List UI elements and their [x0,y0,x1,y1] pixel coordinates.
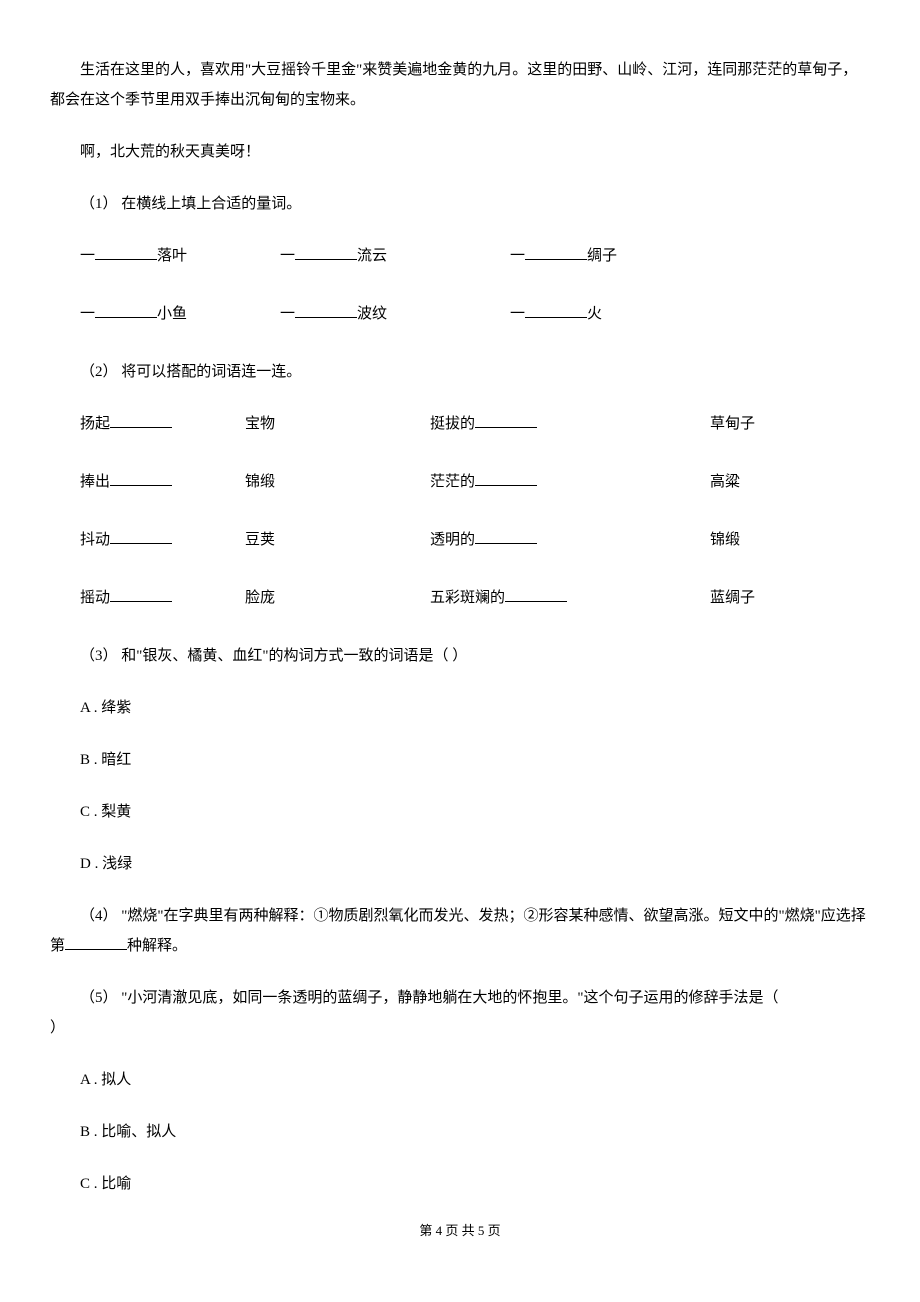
q1-r2-b: 一 波纹 [280,299,510,329]
q2-r3-c1-text: 抖动 [80,532,110,548]
q1-r2-c-pre: 一 [510,306,525,322]
blank [95,302,157,318]
q2-r1-c2: 宝物 [245,409,430,439]
page-container: 生活在这里的人，喜欢用"大豆摇铃千里金"来赞美遍地金黄的九月。这里的田野、山岭、… [0,0,920,1302]
paragraph-1: 生活在这里的人，喜欢用"大豆摇铃千里金"来赞美遍地金黄的九月。这里的田野、山岭、… [50,55,870,115]
q2-r3-c3-text: 透明的 [430,532,475,548]
q2-r2-c4: 高粱 [710,467,740,497]
q1-r1-b-pre: 一 [280,248,295,264]
q2-row1: 扬起 宝物 挺拔的 草甸子 [80,409,870,439]
q5-opt-a: A . 拟人 [80,1065,870,1095]
q2-r3-c3: 透明的 [430,525,710,555]
q2-r1-c3: 挺拔的 [430,409,710,439]
blank [110,528,172,544]
q5-line1: （5） "小河清澈见底，如同一条透明的蓝绸子，静静地躺在大地的怀抱里。"这个句子… [50,983,870,1013]
q1-r1-c: 一 绸子 [510,241,617,271]
q3-prompt: （3） 和"银灰、橘黄、血红"的构词方式一致的词语是（ ） [50,641,870,671]
q1-r1-a: 一 落叶 [80,241,280,271]
q2-prompt: （2） 将可以搭配的词语连一连。 [50,357,870,387]
q1-row1: 一 落叶 一 流云 一 绸子 [80,241,870,271]
q2-r4-c1-text: 摇动 [80,590,110,606]
q5-opt-c: C . 比喻 [80,1169,870,1199]
q2-r1-c1-text: 扬起 [80,416,110,432]
blank [475,528,537,544]
q3-opt-c: C . 梨黄 [80,797,870,827]
q2-r4-c2: 脸庞 [245,583,430,613]
q2-r3-c4: 锦缎 [710,525,740,555]
q1-r1-b: 一 流云 [280,241,510,271]
q1-r2-b-post: 波纹 [357,306,387,322]
q2-r1-c3-text: 挺拔的 [430,416,475,432]
q1-r1-a-post: 落叶 [157,248,187,264]
blank [95,244,157,260]
q1-r1-c-post: 绸子 [587,248,617,264]
q1-row2: 一小鱼 一波纹 一火 [80,299,870,329]
paragraph-2: 啊，北大荒的秋天真美呀！ [50,137,870,167]
blank [65,934,127,950]
blank [295,244,357,260]
q2-r4-c3: 五彩斑斓的 [430,583,710,613]
blank [505,586,567,602]
q2-row2: 捧出 锦缎 茫茫的 高粱 [80,467,870,497]
q2-r3-c2: 豆荚 [245,525,430,555]
q1-r1-c-pre: 一 [510,248,525,264]
q1-r2-c: 一火 [510,299,602,329]
q2-r2-c2: 锦缎 [245,467,430,497]
q2-r4-c3-text: 五彩斑斓的 [430,590,505,606]
blank [110,586,172,602]
blank [475,470,537,486]
q1-r2-a: 一 小鱼 [80,299,280,329]
q2-r4-c1: 摇动 [80,583,245,613]
q2-r2-c1-text: 捧出 [80,474,110,490]
q2-r2-c3-text: 茫茫的 [430,474,475,490]
q1-r2-c-post: 火 [587,306,602,322]
q2-row3: 抖动 豆荚 透明的 锦缎 [80,525,870,555]
q2-r3-c1: 抖动 [80,525,245,555]
q5-line2: ） [50,1013,870,1043]
q2-r1-c1: 扬起 [80,409,245,439]
page-footer: 第 4 页 共 5 页 [50,1221,870,1242]
blank [110,470,172,486]
q2-r1-c4: 草甸子 [710,409,755,439]
q2-r4-c4: 蓝绸子 [710,583,755,613]
q1-r1-a-pre: 一 [80,248,95,264]
blank [525,302,587,318]
q1-r2-a-pre: 一 [80,306,95,322]
blank [525,244,587,260]
q3-opt-d: D . 浅绿 [80,849,870,879]
blank [110,412,172,428]
q4-post: 种解释。 [127,938,187,954]
q2-row4: 摇动 脸庞 五彩斑斓的 蓝绸子 [80,583,870,613]
q3-opt-a: A . 绛紫 [80,693,870,723]
q2-r2-c1: 捧出 [80,467,245,497]
blank [475,412,537,428]
q5-opt-b: B . 比喻、拟人 [80,1117,870,1147]
blank [295,302,357,318]
q3-opt-b: B . 暗红 [80,745,870,775]
q1-r2-a-post: 小鱼 [157,306,187,322]
q1-r2-b-pre: 一 [280,306,295,322]
q2-r2-c3: 茫茫的 [430,467,710,497]
q1-prompt: （1） 在横线上填上合适的量词。 [50,189,870,219]
q4-prompt: （4） "燃烧"在字典里有两种解释：①物质剧烈氧化而发光、发热；②形容某种感情、… [50,901,870,961]
q1-r1-b-post: 流云 [357,248,387,264]
